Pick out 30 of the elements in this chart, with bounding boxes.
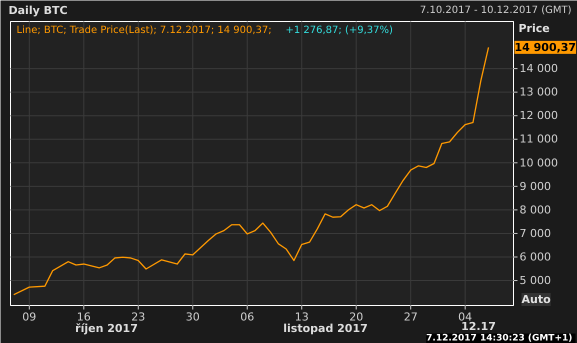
annotation: Line; BTC; Trade Price(Last); 7.12.2017; 14 900,37; <box>16 25 272 36</box>
text: listopad 2017 <box>283 322 368 335</box>
chart-title: Daily BTC <box>8 4 68 17</box>
y-tick-label: 11 000 <box>520 132 558 146</box>
y-tick-label: 8 000 <box>520 203 551 216</box>
chart-subtitle: 7.10.2017 - 10.12.2017 (GMT) <box>420 5 572 16</box>
x-tick-label: 23 <box>131 310 146 324</box>
text: 7.12.2017 14:30:23 (GMT+1) <box>426 334 572 343</box>
text: říjen 2017 <box>75 322 138 335</box>
y-tick-label: 5 000 <box>520 274 551 288</box>
text: 14 900,37 <box>514 40 576 54</box>
y-tick-label: 13 000 <box>520 86 558 99</box>
y-tick-label: 14 000 <box>520 62 558 76</box>
x-tick-label: 09 <box>22 310 36 324</box>
y-tick-label: 7 000 <box>520 226 551 240</box>
x-tick-label: 20 <box>349 310 364 324</box>
annotation: +1 276,87; (+9,37%) <box>286 25 394 36</box>
y-tick-label: 12 000 <box>520 109 558 122</box>
y-tick-label: 6 000 <box>520 250 551 264</box>
text: Price <box>518 22 550 35</box>
x-tick-label: 06 <box>240 310 254 324</box>
text: Auto <box>522 293 552 306</box>
line-series <box>13 46 490 296</box>
x-tick-label: 27 <box>404 310 418 324</box>
y-tick-label: 10 000 <box>520 156 558 170</box>
x-tick-label: 16 <box>76 310 91 324</box>
x-tick-label: 30 <box>186 310 200 324</box>
text: 12.17 <box>461 320 496 333</box>
x-tick-label: 13 <box>294 310 309 324</box>
y-tick-label: 9 000 <box>520 180 551 193</box>
